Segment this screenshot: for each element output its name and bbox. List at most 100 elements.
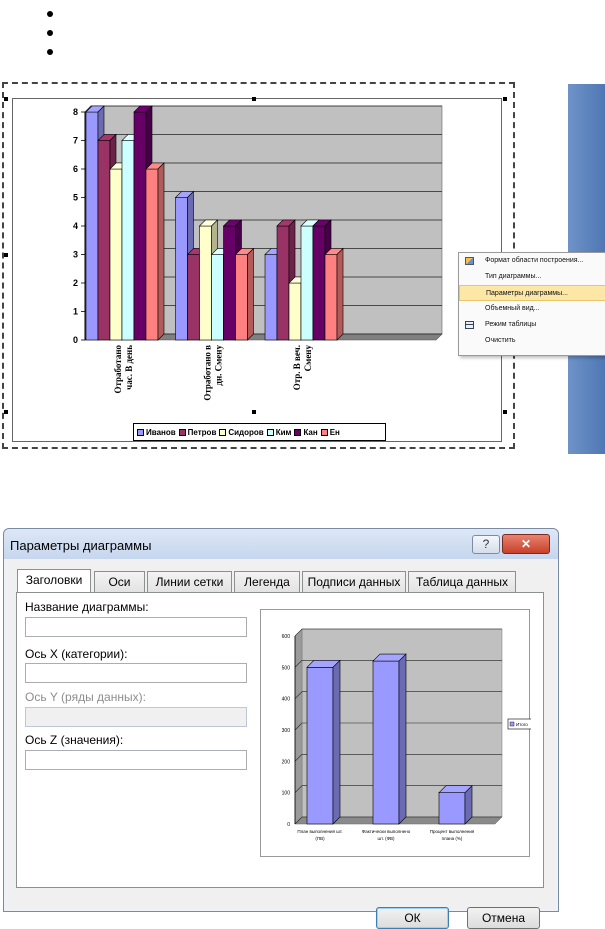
bullet-1	[47, 11, 53, 17]
bar-5-0	[145, 162, 165, 341]
preview-gridline	[294, 785, 502, 793]
help-button[interactable]: ?	[472, 535, 500, 554]
x-category-label: дн. Смену	[214, 345, 224, 386]
legend-item: Кан	[294, 427, 318, 437]
ok-button[interactable]: ОК	[376, 907, 449, 929]
legend-label: Кан	[303, 427, 318, 437]
x-category-label: Отр. В веч.	[292, 345, 302, 390]
legend-label: Ким	[275, 427, 292, 437]
menu-item-label: Тип диаграммы...	[485, 273, 542, 280]
dialog-title: Параметры диаграммы	[10, 538, 152, 553]
x-category-label: час. В день	[124, 345, 134, 390]
preview-category-label: План выполнения шт.	[297, 829, 342, 834]
preview-category-label: Фактически выполнено	[362, 829, 411, 834]
dialog-titlebar[interactable]: Параметры диаграммы ? ✕	[4, 529, 558, 559]
legend-item: Ен	[320, 427, 340, 437]
dialog-content: Заголовки Оси Линии сетки Легенда Подпис…	[8, 559, 556, 929]
main-chart-svg[interactable]: 0 1 2 3 4 5 6 7 8 Отработано час. В день Отработано…	[0, 0, 520, 452]
preview-gridline	[294, 722, 502, 731]
x-axis-input[interactable]	[25, 663, 247, 683]
bullet-2	[47, 30, 53, 36]
legend-label: Иванов	[146, 427, 176, 437]
y-tick-label: 7	[73, 136, 78, 146]
y-tick-label: 1	[73, 307, 78, 317]
preview-y-tick-label: 600	[282, 634, 291, 640]
preview-legend-swatch	[509, 721, 515, 727]
x-category-label: Смену	[303, 345, 313, 372]
legend-label: Петров	[187, 427, 217, 437]
menu-item-2[interactable]: Параметры диаграммы...	[459, 285, 605, 301]
legend-item: Ким	[266, 427, 292, 437]
legend-swatch	[137, 428, 144, 436]
preview-bar-1	[372, 653, 407, 825]
legend-item: Иванов	[137, 428, 176, 437]
preview-gridline	[294, 816, 502, 825]
resize-handle	[503, 97, 507, 101]
legend-swatch	[219, 428, 227, 436]
preview-y-tick-label: 300	[282, 728, 291, 734]
resize-handle	[252, 97, 256, 101]
z-axis-label: Ось Z (значения):	[25, 733, 124, 747]
bar-5-2	[324, 247, 344, 341]
menu-item-5[interactable]: Очистить	[459, 333, 605, 349]
tab-legend[interactable]: Легенда	[234, 571, 300, 592]
tab-data-labels[interactable]: Подписи данных	[302, 571, 406, 592]
tab-panel: Название диаграммы: Ось X (категории): О…	[16, 592, 544, 888]
y-axis-label: Ось Y (ряды данных):	[25, 690, 146, 704]
x-category-label: Отработано в	[203, 345, 213, 401]
legend-swatch	[178, 428, 186, 436]
resize-handle	[503, 410, 507, 414]
resize-handle	[252, 410, 256, 414]
preview-category-label: шт. (ФВ)	[377, 836, 395, 841]
tab-titles[interactable]: Заголовки	[17, 569, 91, 593]
preview-gridline	[294, 628, 502, 637]
preview-bar-2	[438, 784, 473, 825]
y-tick-label: 4	[73, 221, 78, 231]
menu-item-3[interactable]: Объемный вид...	[459, 301, 605, 317]
menu-item-label: Режим таблицы	[485, 321, 537, 328]
preview-y-tick-label: 400	[282, 697, 291, 703]
preview-legend-label: Итого	[516, 722, 528, 727]
y-tick-label: 3	[73, 250, 78, 260]
x-axis-label: Ось X (категории):	[25, 647, 128, 661]
chart-title-label: Название диаграммы:	[25, 600, 149, 614]
tab-gridlines[interactable]: Линии сетки	[147, 571, 232, 592]
menu-item-0[interactable]: Формат области построения...	[459, 253, 605, 269]
preview-category-label: (ПВ)	[315, 836, 325, 841]
menu-item-4[interactable]: Режим таблицы	[459, 317, 605, 333]
table-icon	[465, 321, 474, 329]
chart-title-input[interactable]	[25, 617, 247, 637]
bullet-3	[47, 49, 53, 55]
bar-5-1	[234, 247, 255, 341]
close-button[interactable]: ✕	[502, 534, 550, 554]
preview-gridline	[294, 660, 502, 668]
chart-legend[interactable]: Иванов Петров Сидоров Ким Кан Ен	[133, 423, 386, 441]
z-axis-input[interactable]	[25, 750, 247, 770]
menu-item-label: Объемный вид...	[485, 305, 540, 312]
preview-y-tick-label: 200	[282, 759, 291, 765]
menu-item-1[interactable]: Тип диаграммы...	[459, 269, 605, 285]
resize-handle	[4, 410, 8, 414]
tab-axes[interactable]: Оси	[94, 571, 145, 592]
cancel-button[interactable]: Отмена	[467, 907, 540, 929]
legend-item: Сидоров	[219, 427, 264, 437]
menu-item-label: Формат области построения...	[485, 257, 584, 264]
legend-label: Ен	[329, 427, 340, 437]
tab-data-table[interactable]: Таблица данных	[408, 571, 516, 592]
resize-handle	[4, 97, 8, 101]
menu-item-label: Параметры диаграммы...	[486, 290, 568, 297]
gridline	[84, 105, 442, 113]
legend-item: Петров	[178, 427, 217, 437]
preview-category-label: Процент выполнения	[430, 829, 475, 834]
y-tick-label: 8	[73, 107, 78, 117]
context-menu[interactable]: Формат области построения... Тип диаграмм…	[458, 252, 605, 356]
y-tick-label: 0	[73, 335, 78, 345]
preview-gridline	[294, 754, 502, 762]
preview-y-tick-label: 500	[282, 665, 291, 671]
resize-handle	[4, 253, 8, 257]
legend-label: Сидоров	[228, 427, 264, 437]
y-tick-label: 5	[73, 193, 78, 203]
preview-gridline	[294, 691, 502, 699]
preview-y-tick-label: 100	[282, 791, 291, 797]
legend-swatch	[294, 428, 302, 436]
